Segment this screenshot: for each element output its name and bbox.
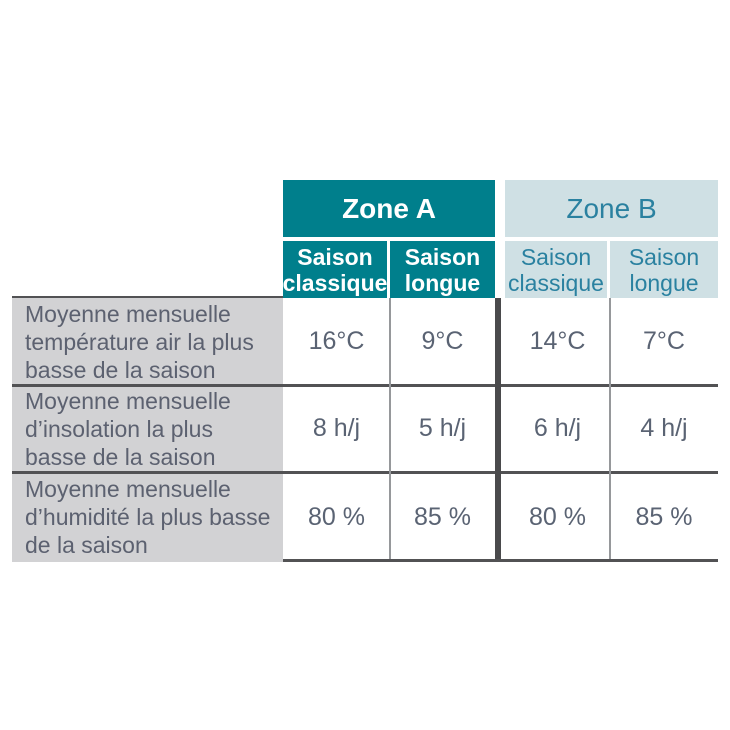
zone-b-header: Zone B bbox=[505, 180, 718, 237]
value-humidity-zone-a-longue: 85 % bbox=[390, 472, 495, 562]
zone-a-header: Zone A bbox=[283, 180, 495, 237]
value-insolation-zone-a-longue: 5 h/j bbox=[390, 385, 495, 472]
value-insolation-zone-a-classique: 8 h/j bbox=[283, 385, 390, 472]
zone-a-column-divider-rule bbox=[389, 298, 391, 559]
zone-a-saison-longue-header: Saison longue bbox=[390, 241, 495, 298]
zone-b-saison-longue-header: Saison longue bbox=[610, 241, 718, 298]
zone-a-saison-classique-header: Saison classique bbox=[283, 241, 390, 298]
row-label-humidity: Moyenne mensuelle d’humidité la plus bas… bbox=[12, 472, 283, 562]
zone-b-column-divider-rule bbox=[609, 298, 611, 559]
row-divider-rule-1 bbox=[12, 384, 718, 387]
zone-b-saison-classique-header: Saison classique bbox=[505, 241, 610, 298]
row-label-insolation: Moyenne mensuelle d’insolation la plus b… bbox=[12, 385, 283, 472]
value-temperature-zone-a-classique: 16°C bbox=[283, 298, 390, 385]
label-column-top-rule bbox=[12, 296, 283, 298]
table-bottom-rule bbox=[283, 559, 718, 562]
value-temperature-zone-b-classique: 14°C bbox=[505, 298, 610, 385]
value-humidity-zone-a-classique: 80 % bbox=[283, 472, 390, 562]
climate-zones-table: Zone A Zone B Saison classique Saison lo… bbox=[12, 180, 718, 562]
value-humidity-zone-b-longue: 85 % bbox=[610, 472, 718, 562]
value-insolation-zone-b-longue: 4 h/j bbox=[610, 385, 718, 472]
zone-a-b-divider-rule bbox=[495, 298, 501, 559]
value-temperature-zone-a-longue: 9°C bbox=[390, 298, 495, 385]
value-insolation-zone-b-classique: 6 h/j bbox=[505, 385, 610, 472]
value-temperature-zone-b-longue: 7°C bbox=[610, 298, 718, 385]
row-divider-rule-2 bbox=[12, 471, 718, 474]
row-label-temperature: Moyenne mensuelle température air la plu… bbox=[12, 298, 283, 385]
value-humidity-zone-b-classique: 80 % bbox=[505, 472, 610, 562]
